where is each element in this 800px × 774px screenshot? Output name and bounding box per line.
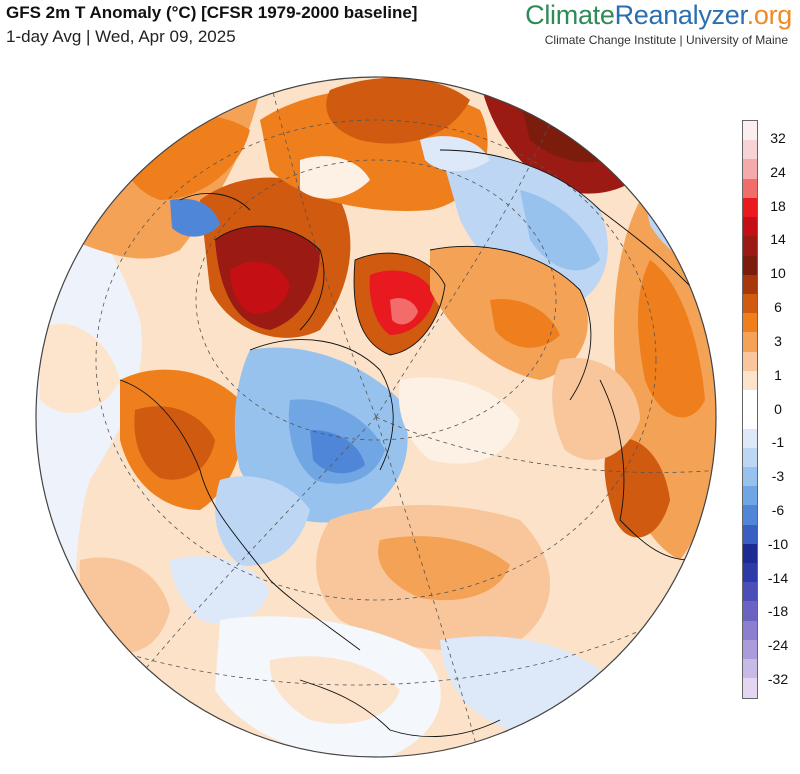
legend-label: 6: [774, 299, 782, 316]
legend-swatch: [743, 601, 757, 621]
legend-swatch: [743, 293, 757, 314]
color-legend-labels: 32 24 18 14 10 6 3 1 0 -1 -3 -6 -10 -14 -18 -24 -32: [760, 120, 800, 697]
legend-swatch: [743, 313, 757, 333]
map-subtitle: 1-day Avg | Wed, Apr 09, 2025: [6, 27, 236, 46]
legend-label: -6: [771, 501, 785, 518]
legend-label: 10: [770, 265, 786, 282]
legend-swatch: [743, 274, 757, 294]
legend-swatch: [743, 543, 757, 564]
legend-swatch: [743, 563, 757, 583]
legend-swatch: [743, 582, 757, 602]
legend-swatch: [743, 217, 757, 237]
legend-swatch: [743, 620, 757, 640]
legend-swatch: [743, 236, 757, 256]
legend-swatch: [743, 409, 757, 429]
legend-swatch: [743, 140, 757, 160]
brand-part-3: .org: [746, 0, 793, 30]
legend-swatch: [743, 428, 757, 448]
coastlines: [119, 149, 716, 737]
color-legend-bar: [742, 120, 758, 699]
legend-label: -1: [771, 434, 785, 451]
legend-swatch: [743, 370, 757, 391]
legend-swatch: [743, 639, 757, 660]
legend-swatch: [743, 524, 757, 544]
brand-part-2: Reanalyzer: [614, 0, 747, 30]
legend-label: 0: [774, 400, 782, 417]
legend-swatch: [743, 178, 757, 198]
legend-label: 3: [774, 332, 782, 349]
legend-swatch: [743, 678, 757, 698]
legend-label: -3: [771, 468, 785, 485]
legend-swatch: [743, 159, 757, 179]
legend-label: -10: [767, 535, 789, 552]
legend-swatch: [743, 332, 757, 352]
legend-swatch: [743, 121, 757, 141]
legend-label: -24: [767, 637, 789, 654]
legend-swatch: [743, 659, 757, 679]
brand-logo[interactable]: ClimateReanalyzer.org: [525, 0, 792, 31]
brand-tagline: Climate Change Institute | University of…: [544, 33, 788, 47]
legend-swatch: [743, 505, 757, 525]
legend-swatch: [743, 390, 757, 410]
legend-swatch: [743, 255, 757, 275]
legend-label: 14: [770, 231, 786, 248]
brand-part-1: Climate: [525, 0, 615, 30]
legend-label: 1: [774, 366, 782, 383]
legend-label: 24: [770, 163, 786, 180]
legend-label: 32: [770, 130, 786, 146]
legend-label: -32: [767, 671, 789, 687]
map-title: GFS 2m T Anomaly (°C) [CFSR 1979-2000 ba…: [6, 3, 418, 22]
legend-swatch: [743, 447, 757, 467]
legend-label: -18: [767, 603, 789, 620]
legend-swatch: [743, 351, 757, 371]
globe: [36, 77, 716, 757]
legend-label: 18: [770, 197, 786, 214]
legend-swatch: [743, 466, 757, 487]
legend-label: -14: [767, 569, 789, 586]
legend-swatch: [743, 197, 757, 218]
globe-outline: [35, 76, 717, 758]
legend-swatch: [743, 486, 757, 506]
